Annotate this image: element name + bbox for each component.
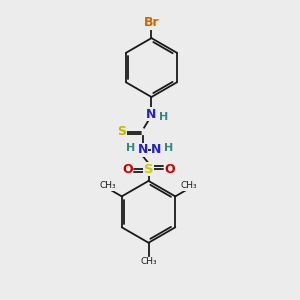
Text: H: H: [159, 112, 169, 122]
Text: CH₃: CH₃: [181, 181, 197, 190]
Text: H: H: [126, 142, 135, 153]
Text: N: N: [137, 143, 148, 157]
Text: N: N: [146, 108, 156, 121]
Text: CH₃: CH₃: [140, 257, 157, 266]
Text: CH₃: CH₃: [100, 181, 116, 190]
Text: N: N: [151, 143, 162, 157]
Text: O: O: [122, 163, 133, 176]
Text: S: S: [118, 125, 127, 138]
Text: O: O: [164, 163, 175, 176]
Text: Br: Br: [144, 16, 159, 29]
Text: H: H: [164, 142, 173, 153]
Text: S: S: [144, 163, 153, 176]
